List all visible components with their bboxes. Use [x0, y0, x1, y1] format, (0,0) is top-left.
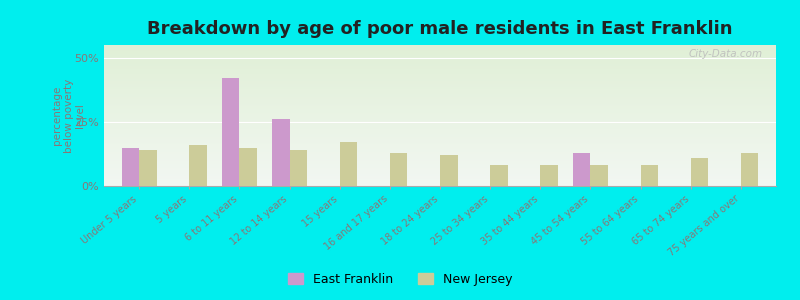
Bar [239, 148, 257, 186]
Y-axis label: percentage
below poverty
level: percentage below poverty level [52, 78, 86, 153]
Bar [590, 166, 608, 186]
Bar [272, 119, 290, 186]
Bar [641, 166, 658, 186]
Bar [390, 153, 407, 186]
Bar [490, 166, 508, 186]
Bar [690, 158, 708, 186]
Legend: East Franklin, New Jersey: East Franklin, New Jersey [282, 268, 518, 291]
Bar [540, 166, 558, 186]
Bar [190, 145, 207, 186]
Bar [573, 153, 590, 186]
Bar [741, 153, 758, 186]
Bar [440, 155, 458, 186]
Bar [290, 150, 307, 186]
Bar [340, 142, 358, 186]
Text: City-Data.com: City-Data.com [689, 49, 762, 59]
Bar [139, 150, 157, 186]
Title: Breakdown by age of poor male residents in East Franklin: Breakdown by age of poor male residents … [147, 20, 733, 38]
Bar [222, 78, 239, 186]
Bar [122, 148, 139, 186]
